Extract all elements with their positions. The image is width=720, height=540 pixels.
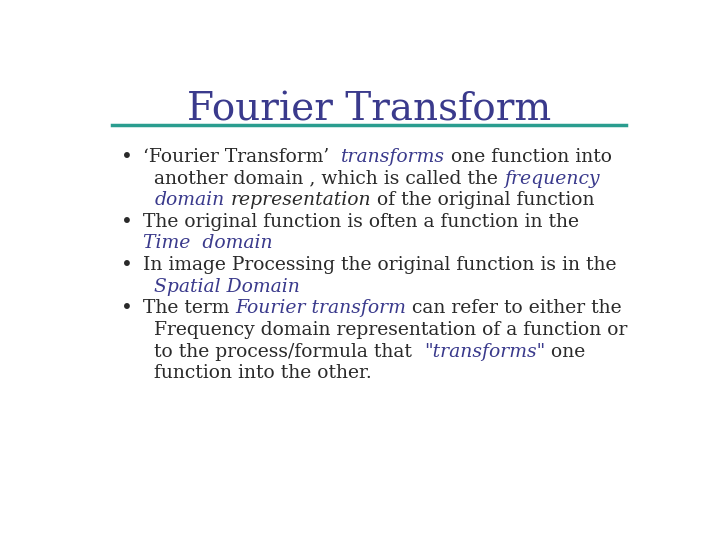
Text: to the process/formula that: to the process/formula that [154, 342, 424, 361]
Text: The term: The term [143, 299, 235, 318]
Text: Fourier transform: Fourier transform [235, 299, 406, 318]
Text: In image Processing the original function is in the: In image Processing the original functio… [143, 256, 616, 274]
Text: one: one [545, 342, 585, 361]
Text: ‘Fourier Transform’: ‘Fourier Transform’ [143, 148, 341, 166]
Text: Time  domain: Time domain [143, 234, 273, 252]
Text: •: • [121, 148, 132, 167]
Text: one function into: one function into [445, 148, 612, 166]
Text: •: • [121, 299, 132, 318]
Text: Spatial Domain: Spatial Domain [154, 278, 300, 296]
Text: domain: domain [154, 191, 225, 209]
Text: of the original function: of the original function [371, 191, 595, 209]
Text: "transforms": "transforms" [424, 342, 545, 361]
Text: •: • [121, 213, 132, 232]
Text: function into the other.: function into the other. [154, 364, 372, 382]
Text: The original function is often a function in the: The original function is often a functio… [143, 213, 579, 231]
Text: Fourier Transform: Fourier Transform [187, 92, 551, 129]
Text: •: • [121, 256, 132, 275]
Text: another domain , which is called the: another domain , which is called the [154, 170, 504, 187]
Text: representation: representation [230, 191, 371, 209]
Text: Frequency domain representation of a function or: Frequency domain representation of a fun… [154, 321, 628, 339]
Text: frequency: frequency [504, 170, 600, 187]
Text: transforms: transforms [341, 148, 445, 166]
Text: can refer to either the: can refer to either the [406, 299, 622, 318]
